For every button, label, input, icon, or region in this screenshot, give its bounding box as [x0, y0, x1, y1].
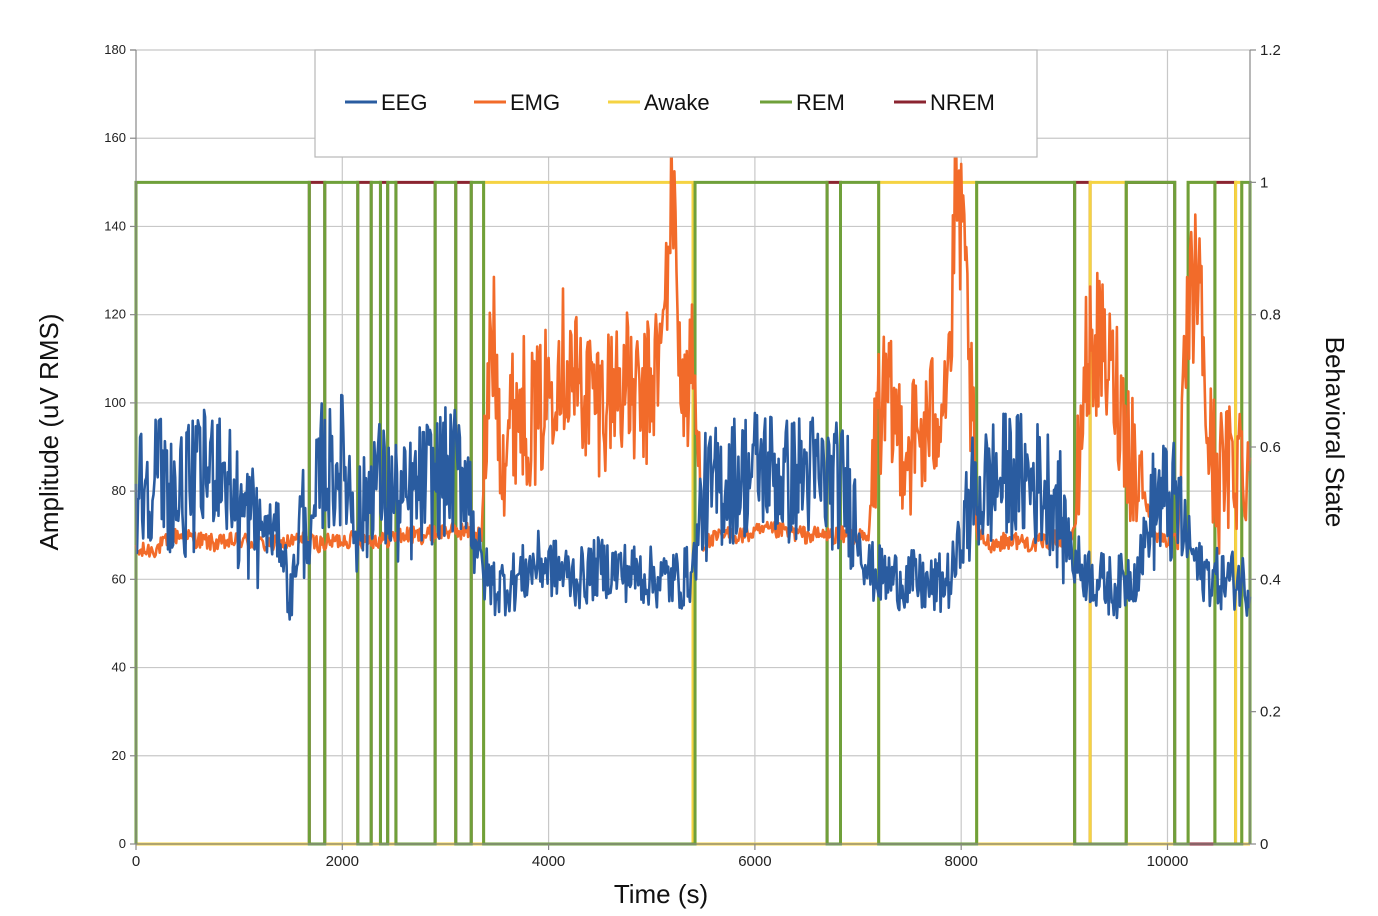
y-left-tick-label: 60 — [112, 571, 126, 586]
tick-labels: 0 20 40 60 80 100 120 140 160 180 0 0.2 0.4 0.6 0.8 1 1.… — [104, 42, 1281, 870]
legend-label-eeg: EEG — [381, 90, 427, 115]
y-axis-right-title: Behavioral State — [1320, 337, 1350, 528]
y-right-tick-label: 1.2 — [1260, 42, 1281, 59]
y-left-tick-label: 80 — [112, 483, 126, 498]
x-tick-label: 10000 — [1147, 853, 1189, 870]
y-left-tick-label: 180 — [104, 42, 126, 57]
legend: EEG EMG Awake REM NREM — [314, 49, 1038, 158]
y-right-tick-label: 0.2 — [1260, 704, 1281, 721]
legend-label-rem: REM — [796, 90, 845, 115]
y-left-tick-label: 120 — [104, 307, 126, 322]
x-tick-label: 8000 — [944, 853, 977, 870]
legend-label-nrem: NREM — [930, 90, 995, 115]
y-axis-left-title: Amplitude (uV RMS) — [34, 314, 64, 551]
y-right-tick-label: 1 — [1260, 174, 1268, 191]
y-right-tick-label: 0.8 — [1260, 307, 1281, 324]
x-tick-label: 4000 — [532, 853, 565, 870]
y-left-tick-label: 40 — [112, 660, 126, 675]
series-eeg-line — [134, 393, 1252, 621]
y-left-tick-label: 20 — [112, 748, 126, 763]
x-tick-label: 0 — [132, 853, 140, 870]
y-left-tick-label: 160 — [104, 130, 126, 145]
axes — [130, 49, 1256, 850]
x-axis-title: Time (s) — [614, 879, 708, 909]
legend-label-emg: EMG — [510, 90, 560, 115]
x-tick-label: 6000 — [738, 853, 771, 870]
y-right-tick-label: 0 — [1260, 836, 1268, 853]
y-right-tick-label: 0.6 — [1260, 439, 1281, 456]
y-left-tick-label: 100 — [104, 395, 126, 410]
y-right-tick-label: 0.4 — [1260, 571, 1281, 588]
legend-label-awake: Awake — [644, 90, 710, 115]
y-left-tick-label: 140 — [104, 218, 126, 233]
x-tick-label: 2000 — [326, 853, 359, 870]
y-left-tick-label: 0 — [119, 836, 126, 851]
